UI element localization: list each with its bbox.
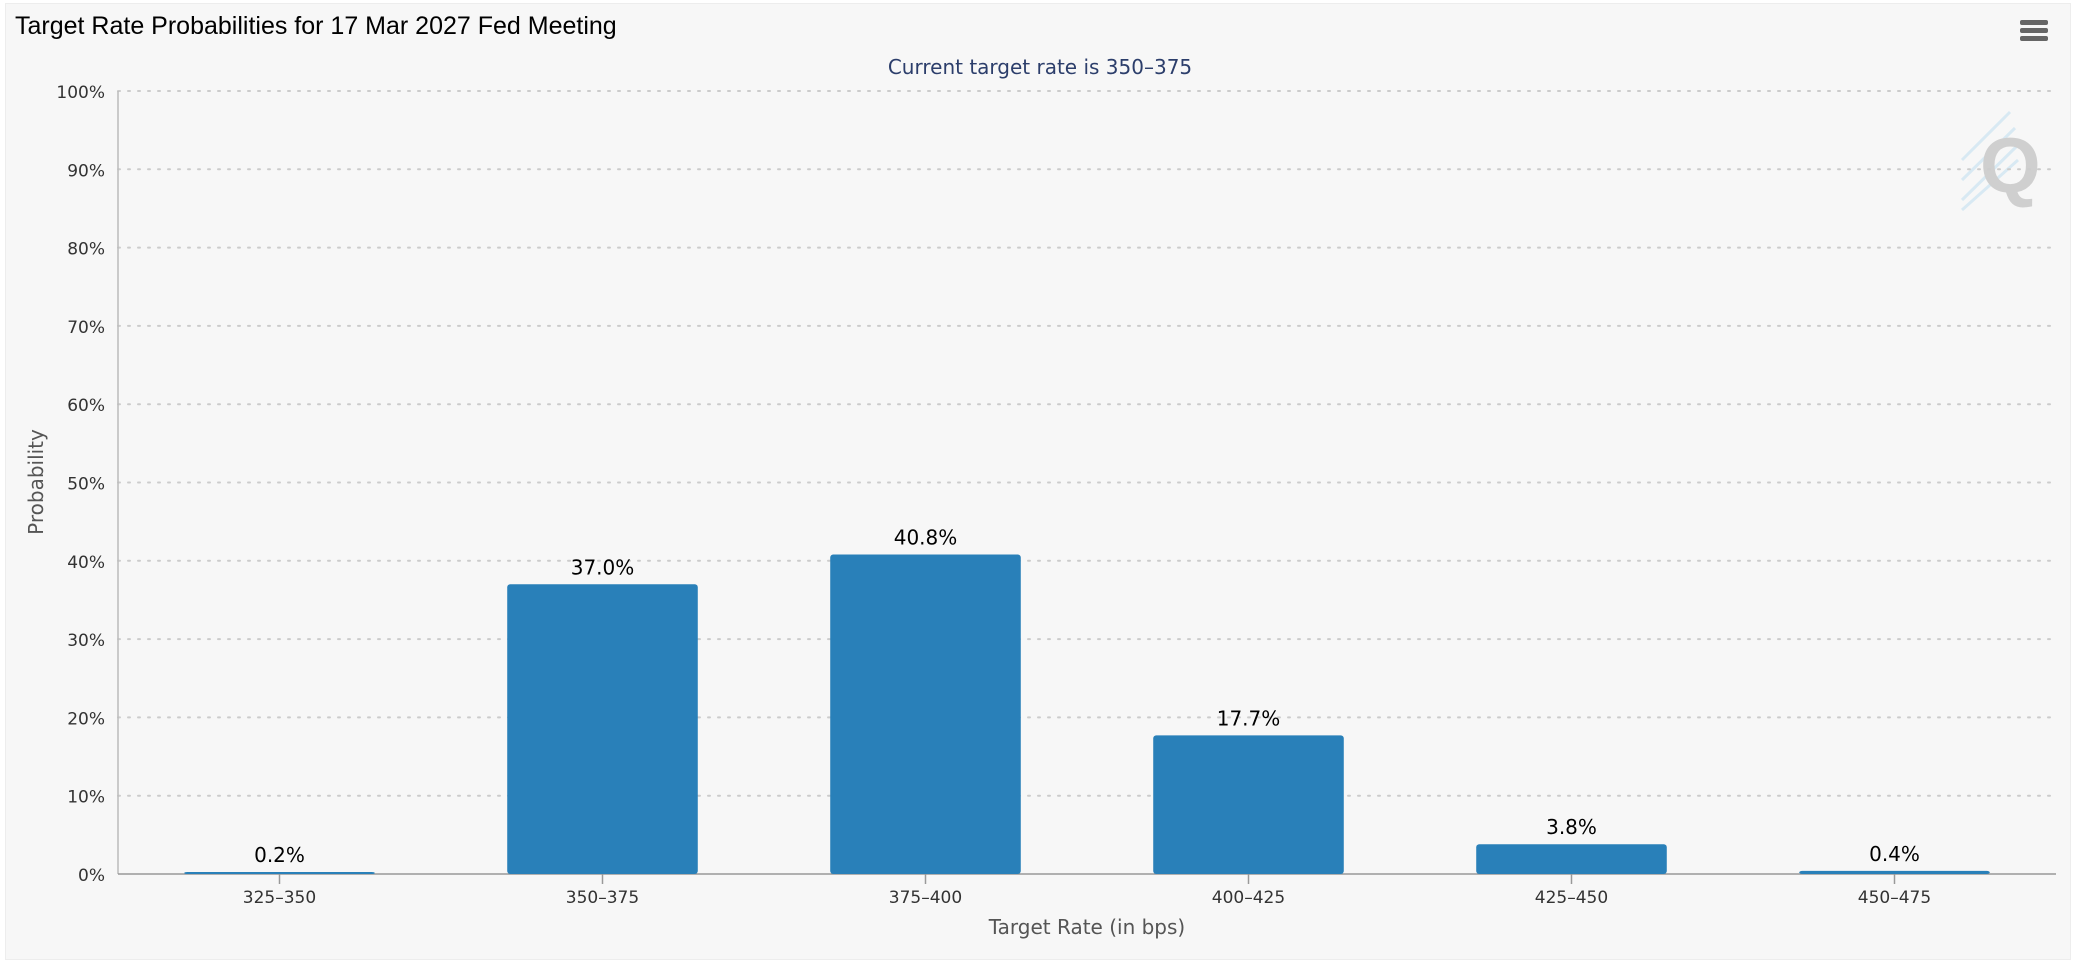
x-tick-label: 450–475 — [1858, 888, 1931, 908]
y-tick-label: 30% — [67, 631, 105, 651]
bar-data-label: 0.4% — [1869, 842, 1920, 866]
bar-data-label: 37.0% — [571, 555, 635, 579]
bar-0[interactable] — [184, 872, 375, 874]
bar-1[interactable] — [507, 584, 698, 874]
y-tick-label: 40% — [67, 553, 105, 573]
y-tick-label: 100% — [56, 83, 105, 103]
y-tick-label: 20% — [67, 709, 105, 729]
bar-3[interactable] — [1153, 735, 1344, 874]
bar-4[interactable] — [1476, 844, 1667, 874]
chart-subtitle: Current target rate is 350–375 — [888, 55, 1192, 79]
x-tick-label: 350–375 — [566, 888, 639, 908]
y-tick-label: 0% — [78, 866, 105, 886]
y-axis-title: Probability — [24, 429, 48, 535]
bar-data-label: 40.8% — [894, 526, 958, 550]
x-axis-title: Target Rate (in bps) — [988, 915, 1185, 939]
bar-2[interactable] — [830, 554, 1021, 874]
bar-data-label: 0.2% — [254, 843, 305, 867]
bar-data-label: 3.8% — [1546, 815, 1597, 839]
y-tick-label: 90% — [67, 161, 105, 181]
x-tick-label: 375–400 — [889, 888, 962, 908]
y-tick-label: 80% — [67, 240, 105, 260]
y-tick-label: 50% — [67, 475, 105, 495]
x-tick-label: 325–350 — [243, 888, 316, 908]
q-logo-icon: Q — [1960, 110, 2041, 212]
hamburger-menu-icon[interactable] — [2020, 20, 2050, 48]
x-tick-label: 425–450 — [1535, 888, 1608, 908]
chart-title: Target Rate Probabilities for 17 Mar 202… — [15, 12, 617, 40]
y-tick-label: 70% — [67, 318, 105, 338]
x-tick-label: 400–425 — [1212, 888, 1285, 908]
bar-5[interactable] — [1799, 870, 1990, 874]
y-tick-label: 10% — [67, 788, 105, 808]
bar-data-label: 17.7% — [1217, 706, 1281, 730]
svg-text:Q: Q — [1980, 121, 2041, 209]
y-tick-label: 60% — [67, 396, 105, 416]
